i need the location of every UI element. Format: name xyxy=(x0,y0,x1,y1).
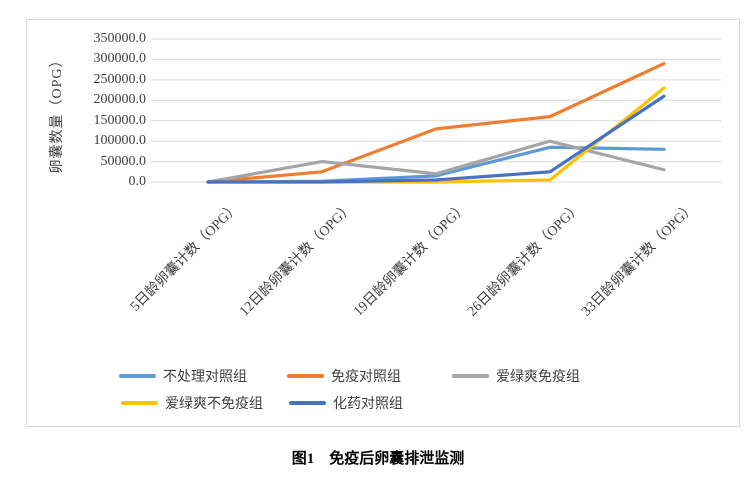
legend-item: 爱绿爽免疫组 xyxy=(452,367,580,385)
series-line-1 xyxy=(206,61,666,184)
legend-item: 爱绿爽不免疫组 xyxy=(121,394,263,412)
legend-line-marker-icon xyxy=(119,374,156,378)
legend-line-marker-icon xyxy=(287,374,324,378)
legend-label: 爱绿爽免疫组 xyxy=(496,370,580,385)
y-tick-label: 150000.0 xyxy=(93,112,147,128)
legend-item: 免疫对照组 xyxy=(287,367,401,385)
y-tick-label: 250000.0 xyxy=(93,71,147,87)
figure-caption: 图1 免疫后卵囊排泄监测 xyxy=(291,451,465,467)
legend-label: 免疫对照组 xyxy=(331,370,401,385)
y-tick-label: 350000.0 xyxy=(93,31,147,46)
y-tick-label: 0.0 xyxy=(128,174,147,189)
y-tick-label: 50000.0 xyxy=(100,153,147,169)
legend-label: 化药对照组 xyxy=(333,397,403,412)
legend-line-marker-icon xyxy=(452,374,489,378)
legend-label: 爱绿爽不免疫组 xyxy=(165,397,263,412)
series-line-4 xyxy=(206,94,666,184)
legend-item: 化药对照组 xyxy=(289,394,403,412)
legend-label: 不处理对照组 xyxy=(163,370,247,385)
y-axis-title: 卵囊数量（OPG） xyxy=(50,52,65,174)
series-line-3 xyxy=(206,86,666,184)
legend-item: 不处理对照组 xyxy=(119,367,247,385)
line-chart-canvas xyxy=(151,38,721,184)
legend-line-marker-icon xyxy=(289,401,326,405)
y-tick-label: 300000.0 xyxy=(93,51,147,67)
legend-line-marker-icon xyxy=(121,401,158,405)
y-tick-label: 200000.0 xyxy=(93,92,147,108)
y-tick-label: 100000.0 xyxy=(93,133,147,149)
chart-frame: 0.0 50000.0 100000.0 150000.0 200000.0 250000… xyxy=(26,19,740,427)
